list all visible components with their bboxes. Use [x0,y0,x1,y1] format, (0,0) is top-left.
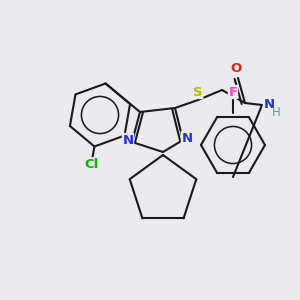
Text: N: N [263,98,274,110]
Text: N: N [122,134,134,146]
Text: H: H [272,106,280,118]
Text: S: S [193,85,203,98]
Text: O: O [230,61,242,74]
Text: Cl: Cl [84,158,98,171]
Text: F: F [228,85,238,98]
Text: N: N [182,131,193,145]
